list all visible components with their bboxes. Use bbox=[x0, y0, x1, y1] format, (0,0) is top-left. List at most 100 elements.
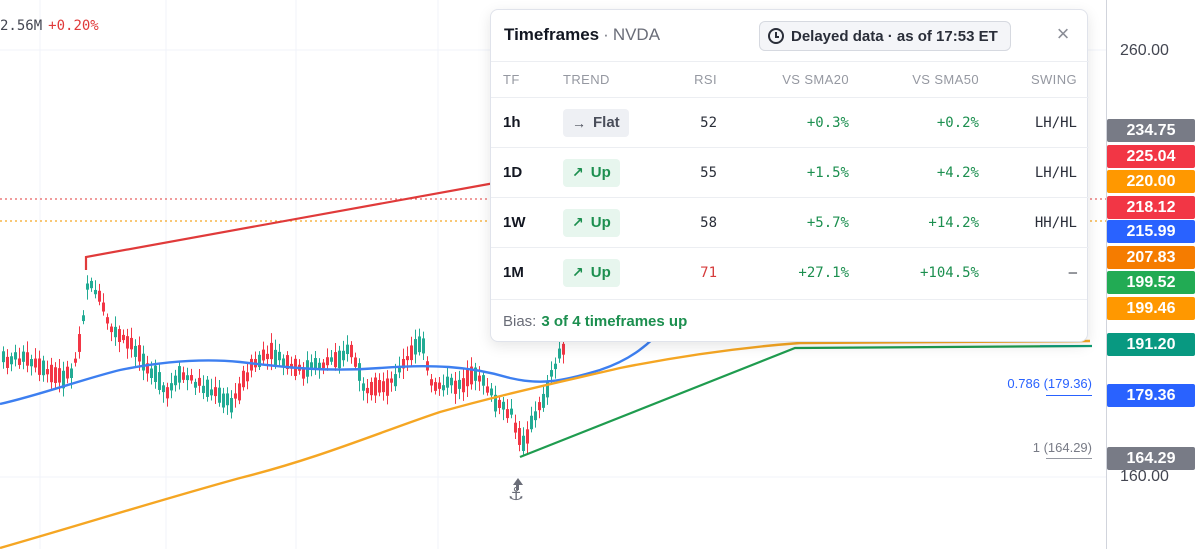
candle-body bbox=[134, 345, 137, 357]
price-axis-label[interactable]: 179.36 bbox=[1107, 384, 1195, 407]
candle-body bbox=[54, 367, 57, 383]
candle-body bbox=[478, 375, 481, 382]
close-icon[interactable]: × bbox=[1056, 21, 1070, 46]
panel-title: Timeframes · NVDA bbox=[504, 25, 660, 45]
trend-cell: ↗ Up bbox=[563, 198, 620, 247]
candle-body bbox=[562, 343, 565, 355]
candle-body bbox=[554, 363, 557, 370]
candle-body bbox=[406, 356, 409, 361]
bias-label: Bias: bbox=[503, 313, 537, 330]
price-axis-label[interactable]: 225.04 bbox=[1107, 145, 1195, 168]
sma50-cell: +4.2% bbox=[936, 164, 979, 181]
change-percent: +0.20% bbox=[48, 18, 99, 34]
anchor-icon[interactable]: ⚓ bbox=[508, 484, 525, 504]
candle-body bbox=[422, 338, 425, 354]
candle-body bbox=[90, 280, 93, 289]
candle-body bbox=[246, 372, 249, 382]
header-trend: TREND bbox=[563, 72, 610, 87]
candle-body bbox=[286, 355, 289, 369]
sma20-cell: +5.7% bbox=[806, 214, 849, 231]
fib-label-0786[interactable]: 0.786 (179.36) bbox=[1007, 376, 1092, 391]
price-axis-label[interactable]: 164.29 bbox=[1107, 447, 1195, 470]
candle-body bbox=[166, 387, 169, 399]
candle-body bbox=[546, 381, 549, 398]
arrow-up-right-icon: ↗ bbox=[572, 164, 584, 180]
bias-summary: Bias: 3 of 4 timeframes up bbox=[491, 299, 1087, 343]
candle-body bbox=[358, 363, 361, 381]
price-axis-label[interactable]: 234.75 bbox=[1107, 119, 1195, 142]
candle-body bbox=[378, 379, 381, 393]
sma20-cell: +1.5% bbox=[806, 164, 849, 181]
fib-label-1[interactable]: 1 (164.29) bbox=[1032, 440, 1092, 455]
candle-body bbox=[122, 334, 125, 341]
price-axis-label[interactable]: 207.83 bbox=[1107, 246, 1195, 269]
candle-body bbox=[198, 377, 201, 386]
candle-body bbox=[498, 399, 501, 408]
candle-body bbox=[438, 382, 441, 389]
candle-body bbox=[326, 357, 329, 366]
price-axis-label[interactable]: 199.46 bbox=[1107, 297, 1195, 320]
trend-pill: ↗ Up bbox=[563, 158, 620, 187]
table-header-row: TF TREND RSI VS SMA20 VS SMA50 SWING bbox=[491, 61, 1089, 97]
candle-body bbox=[534, 411, 537, 421]
delayed-data-badge[interactable]: Delayed data · as of 17:53 ET bbox=[759, 21, 1011, 51]
candle-body bbox=[342, 350, 345, 361]
candle-body bbox=[270, 342, 273, 360]
candle-body bbox=[518, 428, 521, 445]
swing-cell: LH/HL bbox=[1034, 114, 1077, 131]
table-row[interactable]: 1h → Flat 52 +0.3% +0.2% LH/HL bbox=[491, 97, 1089, 147]
swing-cell: HH/HL bbox=[1034, 214, 1077, 231]
tf-cell: 1W bbox=[503, 214, 526, 231]
candle-body bbox=[170, 383, 173, 391]
sma50-cell: +104.5% bbox=[919, 264, 979, 281]
table-row[interactable]: 1M ↗ Up 71 +27.1% +104.5% – bbox=[491, 247, 1089, 297]
trend-pill: ↗ Up bbox=[563, 258, 620, 287]
red-trendline bbox=[84, 180, 501, 270]
candle-body bbox=[386, 378, 389, 396]
clock-icon bbox=[768, 28, 784, 44]
candle-body bbox=[94, 289, 97, 295]
fib-line-0786 bbox=[1046, 395, 1092, 396]
price-axis-label[interactable]: 220.00 bbox=[1107, 170, 1195, 193]
candle-body bbox=[18, 358, 21, 365]
trend-cell: ↗ Up bbox=[563, 148, 620, 197]
bias-value: 3 of 4 timeframes up bbox=[541, 313, 688, 330]
candle-body bbox=[418, 336, 421, 353]
candle-body bbox=[390, 378, 393, 383]
candle-body bbox=[282, 358, 285, 367]
price-axis-label[interactable]: 199.52 bbox=[1107, 271, 1195, 294]
sma20-cell: +27.1% bbox=[798, 264, 849, 281]
price-axis-label[interactable]: 215.99 bbox=[1107, 220, 1195, 243]
candle-body bbox=[146, 363, 149, 374]
candle-body bbox=[174, 375, 177, 386]
price-axis-label[interactable]: 218.12 bbox=[1107, 196, 1195, 219]
candle-body bbox=[262, 349, 265, 361]
price-axis-border bbox=[1106, 0, 1107, 549]
candle-body bbox=[158, 372, 161, 390]
candle-body bbox=[230, 398, 233, 413]
candle-body bbox=[218, 387, 221, 403]
table-row[interactable]: 1W ↗ Up 58 +5.7% +14.2% HH/HL bbox=[491, 197, 1089, 247]
candle-body bbox=[458, 379, 461, 389]
candle-body bbox=[510, 408, 513, 415]
candle-body bbox=[210, 389, 213, 396]
sma50-cell: +0.2% bbox=[936, 114, 979, 131]
price-axis-label[interactable]: 191.20 bbox=[1107, 333, 1195, 356]
candle-body bbox=[542, 393, 545, 408]
candle-body bbox=[350, 344, 353, 358]
timeframes-panel: Timeframes · NVDA Delayed data · as of 17:… bbox=[490, 9, 1089, 343]
table-row[interactable]: 1D ↗ Up 55 +1.5% +4.2% LH/HL bbox=[491, 147, 1089, 197]
trend-label: Up bbox=[590, 264, 611, 281]
candle-body bbox=[302, 368, 305, 379]
candle-body bbox=[538, 402, 541, 411]
candle-body bbox=[250, 358, 253, 371]
candle-body bbox=[106, 317, 109, 324]
candle-body bbox=[462, 378, 465, 393]
trend-pill: ↗ Up bbox=[563, 208, 620, 237]
tf-cell: 1M bbox=[503, 264, 524, 281]
candle-body bbox=[130, 337, 133, 350]
candle-body bbox=[278, 351, 281, 361]
candle-body bbox=[266, 353, 269, 360]
candle-body bbox=[186, 375, 189, 381]
candle-body bbox=[474, 367, 477, 381]
